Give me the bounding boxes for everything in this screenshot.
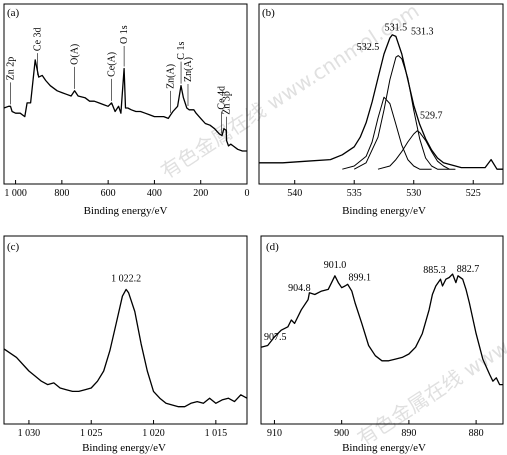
panel-b-xtick-label: 540 xyxy=(287,188,302,199)
panel-c-frame xyxy=(3,235,248,425)
panel-a-annotation: O 1s xyxy=(119,25,130,44)
panel-a-annotation: Ce 4d xyxy=(217,86,228,110)
panel-a-annotation: Ce(A) xyxy=(107,52,118,77)
panel-b-annotation: 531.3 xyxy=(411,26,434,37)
panel-a-annotation: Zn 3p xyxy=(222,91,233,115)
panel-b-series-2-line xyxy=(342,96,432,170)
panel-a-annotation: Ce 3d xyxy=(33,27,44,51)
panel-a-annotation: C 1s xyxy=(176,42,187,60)
panel-a-xlabel: Binding energy/eV xyxy=(84,205,168,217)
panel-b-series-1-line xyxy=(259,34,503,170)
panel-d-annotation: 904.8 xyxy=(288,283,311,294)
panel-d-annotation: 885.3 xyxy=(423,265,446,276)
panel-b-series-3-line xyxy=(353,55,450,170)
panel-c: (c) Binding energy/eV 1 030 1 025 1 020 1 0… xyxy=(3,235,248,454)
panel-b-frame xyxy=(258,3,504,185)
panel-b-annotation: 531.5 xyxy=(385,22,408,33)
panel-d-series-1-line xyxy=(260,273,503,386)
panel-a-xtick-label: 800 xyxy=(54,188,69,199)
panel-d-xtick-label: 910 xyxy=(267,428,282,439)
panel-d-annotation: 882.7 xyxy=(457,264,480,275)
panel-b-xtick-label: 535 xyxy=(347,188,362,199)
watermark: 有色金属在线 www.cnnmol.com 有色金属在线 www.cnnmol.… xyxy=(156,0,507,451)
panel-a-annotation: Zn 2p xyxy=(5,57,16,81)
panel-d-xlabel: Binding energy/eV xyxy=(342,442,426,454)
panel-a-label: (a) xyxy=(7,7,20,19)
panel-a-xtick-label: 600 xyxy=(101,188,116,199)
panel-c-xtick-label: 1 020 xyxy=(142,428,165,439)
panel-c-series-1-line xyxy=(3,288,248,408)
panel-d-xtick-label: 900 xyxy=(334,428,349,439)
panel-d-xtick-label: 880 xyxy=(469,428,484,439)
panel-c-xtick-label: 1 015 xyxy=(205,428,228,439)
panel-d-annotation: 907.5 xyxy=(264,332,287,343)
panel-b-series-4-line xyxy=(377,130,456,170)
panel-a: (a) Binding energy/eV 1 000 800 600 400 200 0… xyxy=(3,3,250,217)
panel-a-xtick-label: 400 xyxy=(147,188,162,199)
watermark-text-bottom: 有色金属在线 www.cnnmol.com xyxy=(353,266,507,451)
panel-b-annotation: 529.7 xyxy=(420,110,443,121)
panel-c-annotation: 1 022.2 xyxy=(111,273,141,284)
panel-a-annotation: O(A) xyxy=(70,44,81,65)
panel-a-xtick-label: 1 000 xyxy=(4,188,27,199)
panel-d: (d) Binding energy/eV 910 900 890 880 901.0 9… xyxy=(260,235,504,454)
panel-d-annotation: 899.1 xyxy=(348,272,371,283)
panel-b-xtick-label: 525 xyxy=(466,188,481,199)
panel-d-annotation: 901.0 xyxy=(324,260,347,271)
panel-d-label: (d) xyxy=(266,241,279,253)
panel-a-frame xyxy=(3,3,248,185)
panel-b-annotation: 532.5 xyxy=(357,42,380,53)
panel-d-xtick-label: 890 xyxy=(401,428,416,439)
panel-c-label: (c) xyxy=(7,241,20,253)
panel-c-xlabel: Binding energy/eV xyxy=(82,442,166,454)
watermark-text-top: 有色金属在线 www.cnnmol.com xyxy=(156,0,423,183)
panel-b-xlabel: Binding energy/eV xyxy=(342,205,426,217)
panel-a-annotation: Zn(A) xyxy=(166,64,177,89)
panel-c-xtick-label: 1 025 xyxy=(80,428,103,439)
panel-c-xtick-label: 1 030 xyxy=(18,428,41,439)
panel-b-label: (b) xyxy=(262,7,275,19)
panel-a-xtick-label: 200 xyxy=(193,188,208,199)
panel-a-annotation: Zn(A) xyxy=(183,57,194,82)
panel-a-series-1-line xyxy=(3,59,247,152)
panel-a-xtick-label: 0 xyxy=(245,188,250,199)
panel-b-xtick-label: 530 xyxy=(406,188,421,199)
panel-d-frame xyxy=(260,235,504,425)
